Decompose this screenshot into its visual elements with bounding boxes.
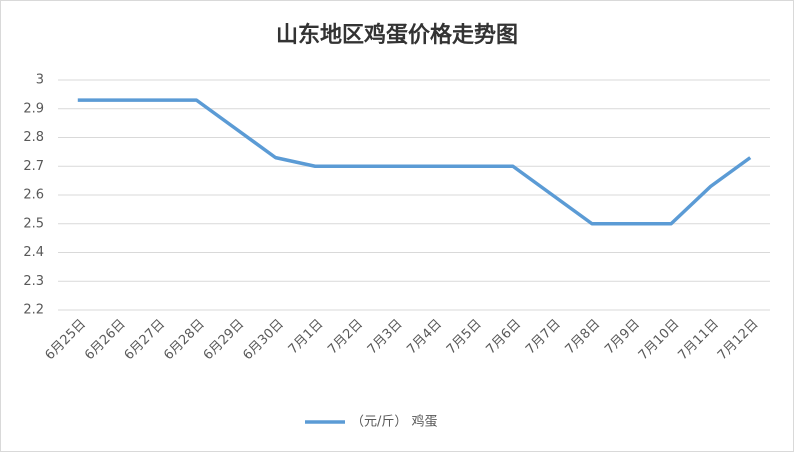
y-tick-label: 2.5 [23, 216, 44, 231]
chart-title: 山东地区鸡蛋价格走势图 [276, 22, 518, 48]
legend-label: （元/斤） 鸡蛋 [351, 414, 438, 430]
line [77, 98, 752, 226]
y-tick-label: 2.2 [23, 303, 44, 318]
y-tick-label: 2.3 [23, 274, 44, 289]
y-tick-label: 3 [36, 73, 44, 88]
y-tick-label: 2.7 [23, 159, 44, 174]
y-tick-label: 2.8 [23, 130, 44, 145]
y-tick-label: 2.4 [23, 245, 44, 260]
y-tick-label: 2.9 [23, 101, 44, 116]
y-tick-label: 2.6 [23, 188, 44, 203]
